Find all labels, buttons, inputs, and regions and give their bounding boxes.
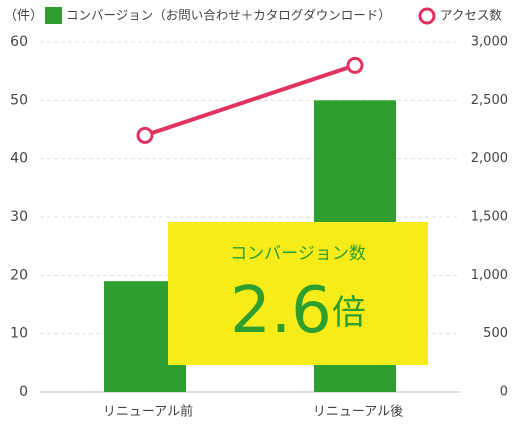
y-tick-label: 20 — [10, 267, 28, 283]
y2-tick-label: 2,000 — [471, 151, 508, 166]
y-tick-label: 40 — [10, 151, 28, 167]
legend-label: アクセス数 — [440, 8, 502, 23]
annotation-label: コンバージョン数 — [230, 244, 366, 264]
y2-tick-label: 0 — [500, 385, 508, 400]
line-point — [346, 56, 364, 74]
y2-tick-label: 3,000 — [471, 35, 508, 50]
line — [144, 63, 356, 138]
y-axis-label: （件） — [4, 9, 43, 24]
y-tick-label: 60 — [10, 34, 28, 50]
y-tick-label: 50 — [10, 92, 28, 108]
legend-swatch — [418, 7, 436, 25]
annotation-box — [168, 222, 428, 365]
x-tick-label: リニューアル後 — [313, 405, 403, 420]
x-tick-label: リニューアル前 — [103, 404, 193, 420]
legend-label: コンバージョン（お問い合わせ＋カタログダウンロード） — [66, 8, 391, 23]
y2-tick-label: 1,500 — [471, 210, 508, 225]
y-tick-label: 0 — [19, 384, 28, 400]
legend-swatch — [45, 7, 62, 24]
annotation-number: 2.6 — [230, 274, 332, 348]
y-tick-label: 30 — [10, 209, 28, 225]
annotation-unit: 倍 — [332, 293, 366, 333]
line-point — [136, 126, 154, 144]
annotation-value: 2.6倍 — [230, 274, 366, 348]
y2-tick-label: 500 — [483, 326, 508, 341]
y2-tick-label: 1,000 — [471, 268, 508, 283]
y2-tick-label: 2,500 — [471, 93, 508, 108]
y-tick-label: 10 — [10, 326, 28, 342]
